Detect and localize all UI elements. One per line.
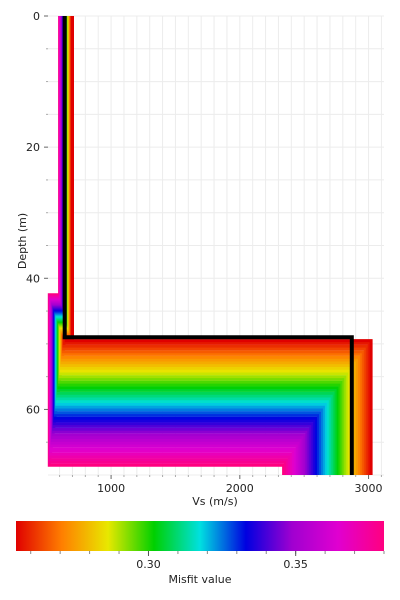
axes: 0 20 40 60 1000 2000 3000: [26, 10, 383, 495]
x-tick-label: 1000: [97, 482, 125, 495]
y-tick-label: 60: [26, 403, 40, 416]
y-axis-label: Depth (m): [16, 213, 29, 269]
colorbar-label: Misfit value: [168, 573, 231, 586]
x-tick-label: 3000: [355, 482, 383, 495]
profile-line: [64, 16, 373, 475]
colorbar-ticks: 0.30 0.35: [30, 551, 385, 571]
best-model-line: [62, 16, 354, 475]
x-tick-label: 2000: [226, 482, 254, 495]
y-tick-label: 20: [26, 141, 40, 154]
colorbar: [16, 521, 384, 551]
y-tick-label: 0: [33, 10, 40, 23]
colorbar-tick-label: 0.30: [136, 558, 161, 571]
x-axis-label: Vs (m/s): [192, 495, 238, 508]
colorbar-tick-label: 0.35: [283, 558, 308, 571]
y-tick-label: 40: [26, 272, 40, 285]
best-profile-line: [62, 16, 354, 475]
